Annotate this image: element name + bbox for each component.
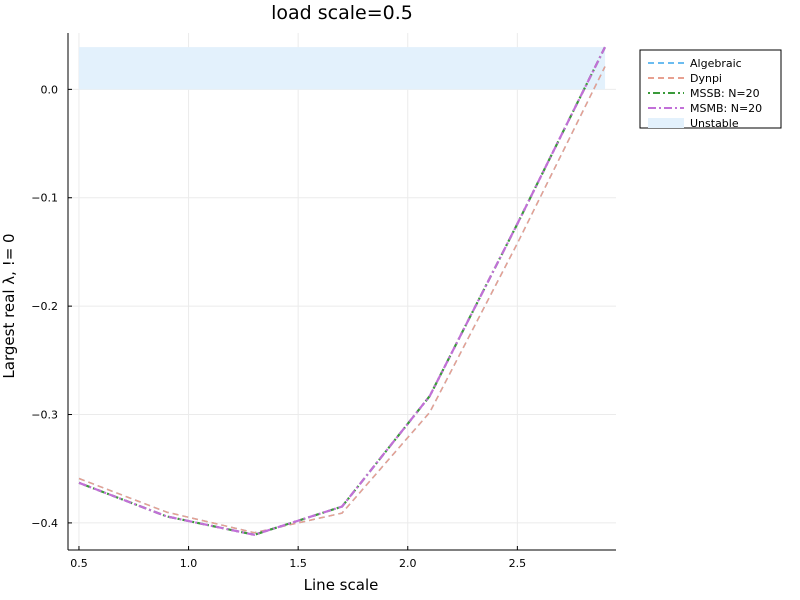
legend-label-algebraic: Algebraic <box>690 57 742 70</box>
series-line-dynpi <box>78 66 606 534</box>
series-line-algebraic <box>78 66 606 534</box>
chart-title: load scale=0.5 <box>271 2 413 24</box>
y-tick-labels: 0.0 −0.1 −0.2 −0.3 −0.4 <box>31 83 58 530</box>
legend-label-dynpi: Dynpi <box>690 72 722 85</box>
x-tick-label: 0.5 <box>70 557 88 570</box>
y-tick-label: 0.0 <box>41 83 59 96</box>
y-tick-label: −0.2 <box>31 300 58 313</box>
series-line-msmb-n-20 <box>78 46 606 536</box>
unstable-band <box>78 47 606 90</box>
x-tick-labels: 0.5 1.0 1.5 2.0 2.5 <box>70 557 526 570</box>
x-tick-label: 1.0 <box>180 557 198 570</box>
y-axis-label: Largest real λ, != 0 <box>0 233 18 378</box>
y-tick-label: −0.1 <box>31 192 58 205</box>
legend-label-msmb-n-20: MSMB: N=20 <box>690 102 762 115</box>
legend-label-unstable: Unstable <box>690 117 739 130</box>
grid <box>68 33 616 550</box>
x-tick-label: 1.5 <box>289 557 307 570</box>
x-tick-label: 2.0 <box>399 557 417 570</box>
x-tick-label: 2.5 <box>509 557 527 570</box>
series-lines <box>78 46 606 536</box>
y-tick-label: −0.4 <box>31 517 58 530</box>
x-axis-label: Line scale <box>304 576 379 594</box>
legend: Algebraic Dynpi MSSB: N=20 MSMB: N=20 Unstab… <box>639 49 782 130</box>
series-line-mssb-n-20 <box>78 46 606 536</box>
axes <box>67 33 616 551</box>
legend-swatch-unstable <box>648 118 684 128</box>
legend-box <box>639 49 782 129</box>
unstable-region <box>78 47 606 90</box>
y-tick-label: −0.3 <box>31 409 58 422</box>
legend-label-mssb-n-20: MSSB: N=20 <box>690 87 760 100</box>
